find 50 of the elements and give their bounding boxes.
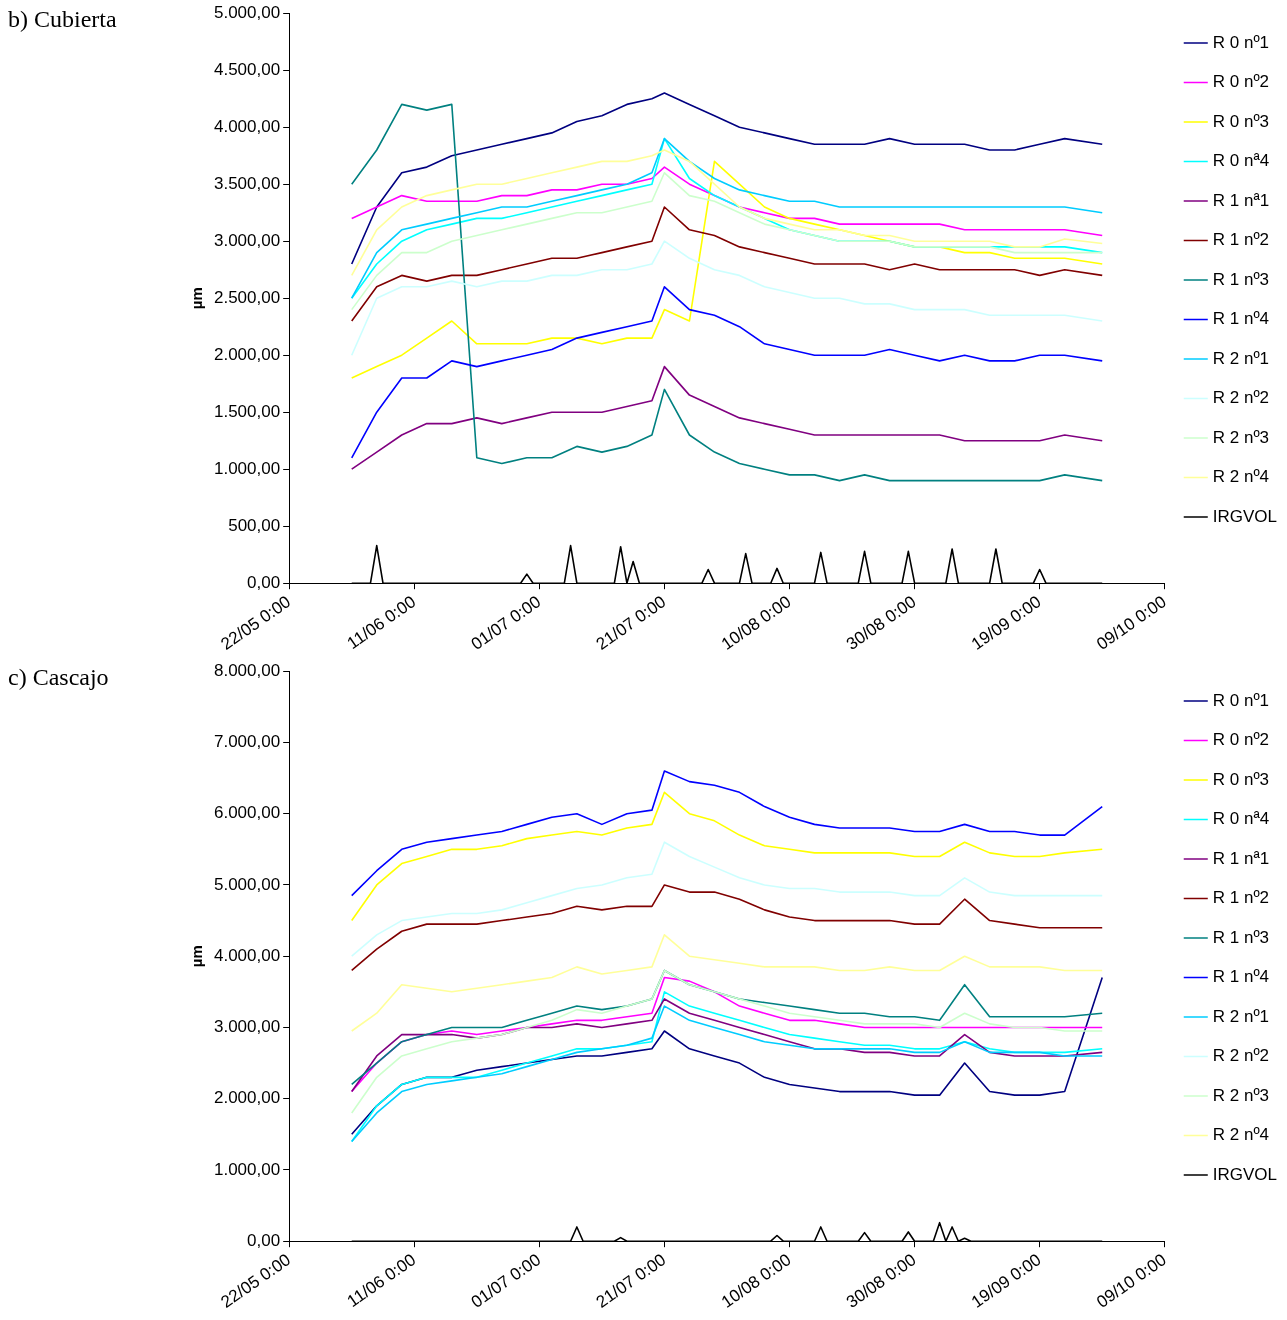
legend-label: R 0 nº1 xyxy=(1212,690,1270,710)
y-axis-title: µm xyxy=(188,287,206,310)
y-tick-label: 7.000,00 xyxy=(213,732,281,752)
y-tick-label: 5.000,00 xyxy=(213,874,281,894)
y-tick-label: 5.000,00 xyxy=(213,2,281,22)
legend-label: R 2 nº3 xyxy=(1212,427,1270,447)
y-tick-label: 6.000,00 xyxy=(213,803,281,823)
legend-label: R 2 nº1 xyxy=(1212,348,1270,368)
y-tick-label: 3.000,00 xyxy=(213,230,281,250)
legend-label: R 0 nª4 xyxy=(1212,809,1270,829)
legend-label: R 1 nº3 xyxy=(1212,269,1270,289)
y-tick-label: 2.500,00 xyxy=(213,287,281,307)
y-tick-label: 500,00 xyxy=(228,515,281,535)
y-tick-label: 4.000,00 xyxy=(213,116,281,136)
y-tick-label: 0,00 xyxy=(247,1230,281,1250)
legend-label: R 1 nª1 xyxy=(1212,190,1270,210)
y-axis-title: µm xyxy=(188,945,206,968)
y-tick-label: 2.000,00 xyxy=(213,344,281,364)
legend-label: IRGVOL xyxy=(1212,506,1278,526)
legend-label: R 0 nª4 xyxy=(1212,151,1270,171)
y-tick-label: 2.000,00 xyxy=(213,1088,281,1108)
legend-label: R 0 nº1 xyxy=(1212,32,1270,52)
y-tick-label: 1.000,00 xyxy=(213,1159,281,1179)
y-tick-label: 3.000,00 xyxy=(213,1017,281,1037)
legend-label: R 2 nº4 xyxy=(1212,467,1270,487)
legend-label: R 1 nº2 xyxy=(1212,230,1270,250)
legend-label: R 0 nº2 xyxy=(1212,730,1270,750)
y-tick-label: 0,00 xyxy=(247,572,281,592)
legend-label: R 1 nº4 xyxy=(1212,309,1270,329)
legend-label: R 0 nº3 xyxy=(1212,769,1270,789)
legend-label: R 1 nº2 xyxy=(1212,888,1270,908)
legend-label: R 0 nº3 xyxy=(1212,111,1270,131)
legend-label: R 2 nº4 xyxy=(1212,1125,1270,1145)
legend-label: R 0 nº2 xyxy=(1212,72,1270,92)
y-tick-label: 3.500,00 xyxy=(213,173,281,193)
y-tick-label: 4.500,00 xyxy=(213,59,281,79)
legend-label: R 2 nº1 xyxy=(1212,1006,1270,1026)
legend-label: IRGVOL xyxy=(1212,1164,1278,1184)
y-tick-label: 1.000,00 xyxy=(213,458,281,478)
y-tick-label: 4.000,00 xyxy=(213,945,281,965)
legend-label: R 1 nº4 xyxy=(1212,967,1270,987)
legend-label: R 2 nº2 xyxy=(1212,1046,1270,1066)
text: c) Cascajo xyxy=(8,664,109,691)
y-tick-label: 1.500,00 xyxy=(213,401,281,421)
legend-label: R 1 nª1 xyxy=(1212,848,1270,868)
text: b) Cubierta xyxy=(8,6,117,33)
legend-label: R 2 nº2 xyxy=(1212,388,1270,408)
y-tick-label: 8.000,00 xyxy=(213,660,281,680)
legend-label: R 2 nº3 xyxy=(1212,1085,1270,1105)
legend-label: R 1 nº3 xyxy=(1212,927,1270,947)
